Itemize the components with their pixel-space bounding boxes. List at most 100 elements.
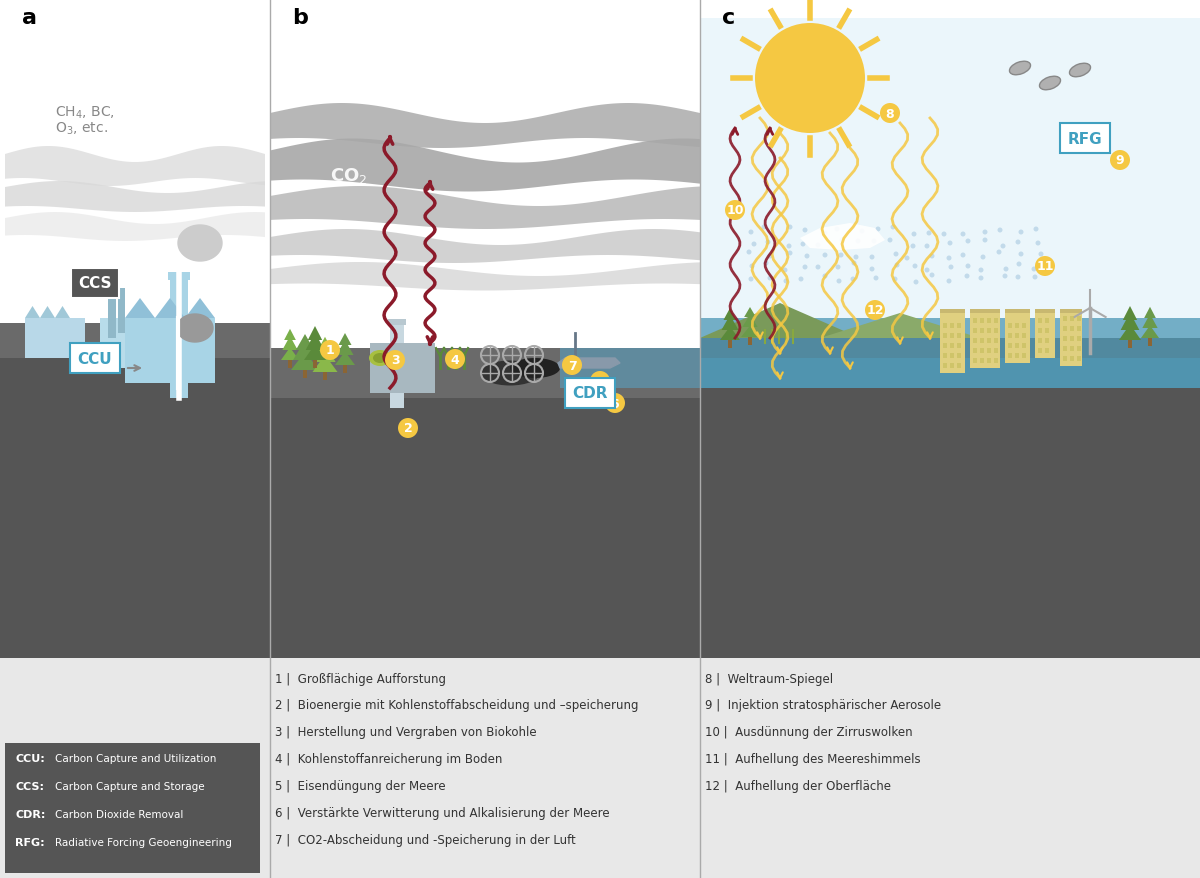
Bar (1038, 349, 1042, 354)
Bar (0, 358, 270, 878)
Bar (170, 278, 188, 399)
Circle shape (782, 268, 787, 273)
Bar (0, 658, 1200, 878)
Polygon shape (293, 341, 317, 361)
Bar (1008, 343, 1012, 349)
Bar (994, 319, 998, 324)
Circle shape (930, 273, 935, 278)
Polygon shape (742, 327, 760, 338)
Polygon shape (558, 358, 620, 369)
Ellipse shape (510, 358, 560, 378)
Circle shape (1110, 151, 1130, 171)
Bar (950, 343, 954, 349)
Polygon shape (317, 337, 334, 353)
Circle shape (978, 277, 984, 281)
Circle shape (960, 233, 966, 237)
Circle shape (870, 255, 875, 260)
Circle shape (398, 419, 418, 438)
Polygon shape (720, 327, 740, 341)
Bar (980, 328, 984, 334)
Polygon shape (335, 352, 355, 365)
Circle shape (912, 264, 918, 270)
Bar (1015, 324, 1019, 328)
Text: O$_3$, etc.: O$_3$, etc. (55, 121, 108, 137)
Circle shape (786, 244, 792, 249)
Circle shape (926, 231, 931, 236)
Circle shape (856, 239, 860, 244)
Circle shape (894, 252, 899, 257)
Circle shape (1001, 244, 1006, 249)
Text: 6 |  Verstärkte Verwitterung und Alkalisierung der Meere: 6 | Verstärkte Verwitterung und Alkalisi… (275, 807, 610, 819)
Bar (1078, 347, 1081, 351)
Circle shape (1019, 230, 1024, 235)
Bar (1008, 354, 1012, 358)
Bar (1022, 334, 1026, 339)
PathPatch shape (270, 140, 700, 192)
Bar (958, 343, 961, 349)
Bar (1045, 339, 1049, 343)
Text: Carbon Capture and Storage: Carbon Capture and Storage (55, 781, 205, 791)
Circle shape (880, 104, 900, 124)
Text: 11: 11 (1037, 260, 1054, 273)
Circle shape (911, 244, 916, 249)
Bar (980, 339, 984, 343)
Polygon shape (292, 353, 319, 371)
Circle shape (948, 265, 954, 270)
Bar (1045, 328, 1049, 334)
Circle shape (978, 268, 984, 273)
Bar (1022, 343, 1026, 349)
Circle shape (924, 244, 930, 249)
Circle shape (874, 277, 878, 281)
Polygon shape (308, 327, 322, 341)
Text: CCS:: CCS: (16, 781, 44, 791)
Circle shape (836, 279, 841, 284)
PathPatch shape (5, 182, 265, 212)
Bar (943, 354, 947, 358)
Circle shape (822, 253, 828, 258)
Bar (748, 338, 752, 346)
Bar (958, 354, 961, 358)
Ellipse shape (1039, 77, 1061, 90)
Circle shape (750, 264, 755, 270)
Circle shape (803, 228, 808, 234)
Circle shape (1003, 267, 1008, 272)
Bar (313, 361, 317, 369)
Circle shape (948, 241, 953, 246)
Bar (1148, 339, 1152, 347)
Text: RFG: RFG (1068, 132, 1103, 147)
Circle shape (947, 279, 952, 284)
Circle shape (749, 277, 754, 282)
Circle shape (870, 267, 875, 272)
Bar (980, 319, 984, 324)
Circle shape (905, 256, 910, 261)
Bar (943, 363, 947, 369)
Circle shape (997, 228, 1002, 234)
Bar (988, 349, 991, 354)
Circle shape (1033, 227, 1038, 233)
Text: 8 |  Weltraum-Spiegel: 8 | Weltraum-Spiegel (706, 672, 833, 685)
Bar (1070, 347, 1074, 351)
Circle shape (1036, 241, 1040, 246)
PathPatch shape (270, 230, 700, 263)
Text: c: c (722, 8, 736, 28)
Bar (1063, 336, 1067, 342)
Bar (1070, 317, 1074, 321)
Polygon shape (25, 306, 40, 319)
Bar (1078, 317, 1081, 321)
PathPatch shape (5, 212, 265, 241)
Polygon shape (282, 336, 298, 350)
Text: CO$_2$: CO$_2$ (330, 166, 367, 186)
Circle shape (966, 239, 971, 244)
Bar (1063, 327, 1067, 332)
Bar (1078, 327, 1081, 332)
Bar (994, 339, 998, 343)
Circle shape (605, 393, 625, 414)
Text: Carbon Dioxide Removal: Carbon Dioxide Removal (55, 810, 184, 819)
Circle shape (1016, 263, 1021, 267)
Circle shape (784, 279, 788, 284)
Text: 1 |  Großflächige Aufforstung: 1 | Großflächige Aufforstung (275, 672, 446, 685)
Text: 3 |  Herstellung und Vergraben von Biokohle: 3 | Herstellung und Vergraben von Biokoh… (275, 726, 536, 738)
Circle shape (835, 265, 840, 270)
Text: 7 |  CO2-Abscheidung und -Speicherung in der Luft: 7 | CO2-Abscheidung und -Speicherung in … (275, 833, 576, 846)
Polygon shape (178, 314, 214, 342)
